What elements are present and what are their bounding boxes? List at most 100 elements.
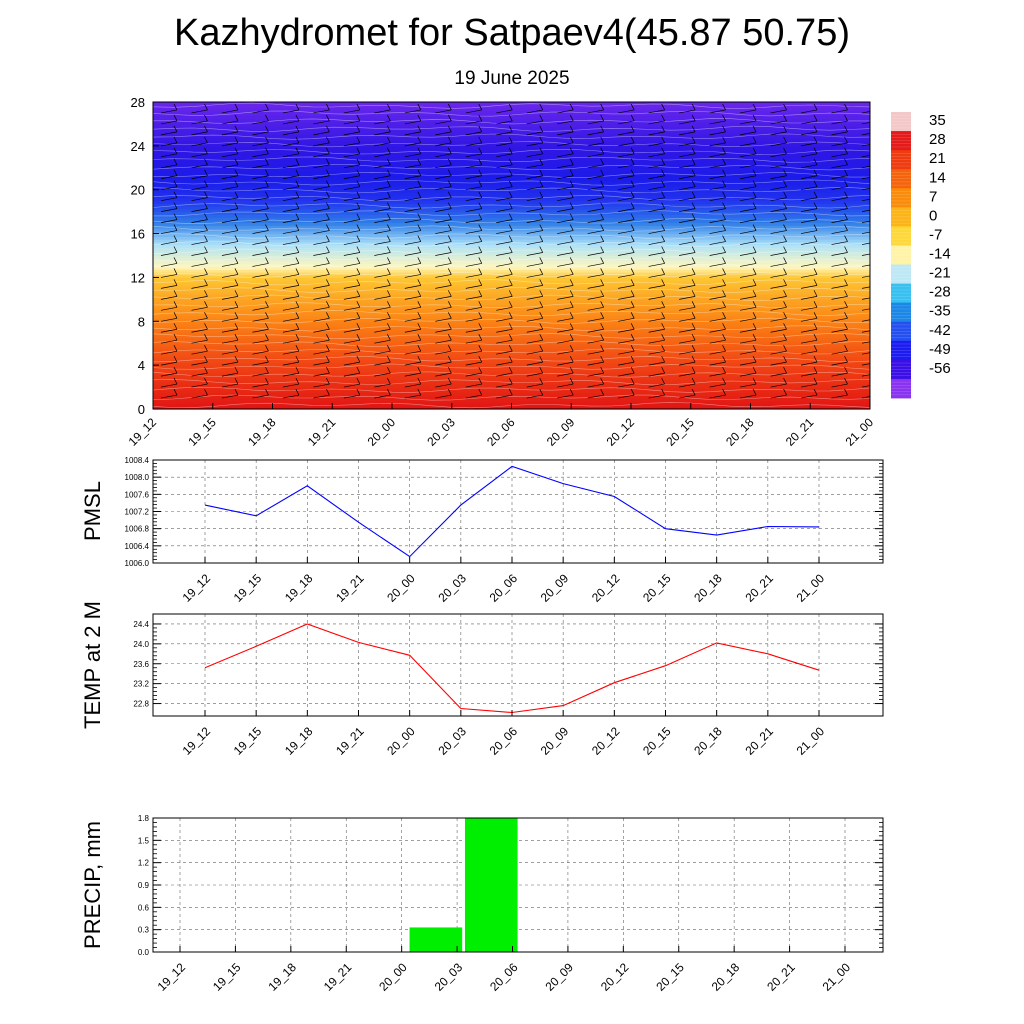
- wind-barb: [496, 120, 513, 125]
- wind-barb-flag: [478, 202, 483, 209]
- wind-barb-flag: [722, 334, 726, 341]
- wind-barb: [465, 252, 482, 256]
- wind-barb: [648, 252, 665, 256]
- wind-barb-flag: [691, 235, 696, 242]
- wind-barb: [374, 131, 391, 136]
- wind-barb-flag: [295, 213, 300, 220]
- wind-barb-flag: [569, 334, 574, 341]
- wind-barb: [191, 328, 208, 333]
- wind-barb-flag: [752, 377, 757, 385]
- wind-barb: [679, 394, 696, 399]
- wind-barb: [648, 317, 665, 322]
- heatmap-band: [153, 329, 870, 333]
- wind-barb: [861, 144, 870, 147]
- wind-barb: [740, 339, 757, 344]
- x-tick-label: 20_21: [764, 960, 798, 994]
- wind-barb: [648, 394, 665, 399]
- wind-barb-flag: [265, 103, 269, 111]
- wind-barb-flag: [722, 301, 726, 308]
- heatmap-band: [153, 310, 870, 314]
- wind-barb-flag: [508, 388, 513, 396]
- wind-barb: [709, 383, 726, 388]
- wind-barb: [800, 120, 818, 125]
- wind-barb-flag: [234, 224, 239, 231]
- wind-barb: [526, 383, 543, 388]
- wind-barb: [618, 306, 635, 311]
- wind-barb-flag: [265, 366, 269, 374]
- heatmap-band: [153, 400, 870, 405]
- x-tick-label: 20_15: [663, 415, 697, 449]
- wind-barb: [740, 241, 757, 245]
- wind-barb: [404, 241, 421, 245]
- y-tick-label: 1008.0: [125, 473, 150, 482]
- wind-barb: [740, 372, 757, 377]
- wind-barb: [435, 328, 452, 333]
- wind-barb-flag: [844, 191, 848, 198]
- wind-barb-flag: [447, 257, 452, 264]
- wind-barb: [252, 350, 269, 355]
- wind-barb-flag: [265, 388, 269, 396]
- heatmap-band: [153, 247, 870, 251]
- wind-barb-flag: [356, 301, 361, 308]
- wind-barb: [557, 394, 574, 399]
- wind-barb-flag: [387, 279, 391, 286]
- wind-barb: [800, 306, 818, 311]
- colorbar-swatch: [891, 264, 911, 284]
- y-tick-label: 0.6: [138, 903, 150, 912]
- colorbar-swatch: [891, 302, 911, 323]
- wind-barb: [740, 350, 757, 355]
- wind-barb: [435, 120, 452, 125]
- wind-barb-flag: [630, 268, 635, 275]
- wind-barb: [526, 120, 543, 125]
- wind-barb-flag: [295, 301, 300, 308]
- wind-barb: [374, 230, 391, 234]
- wind-barb-flag: [204, 334, 208, 341]
- wind-barb-flag: [691, 191, 696, 198]
- colorbar-label: -7: [929, 226, 942, 243]
- wind-barb: [343, 131, 360, 136]
- wind-barb-flag: [539, 312, 544, 319]
- wind-barb: [282, 372, 299, 377]
- wind-barb-flag: [813, 202, 818, 209]
- wind-barb: [861, 253, 870, 256]
- wind-barb-flag: [752, 147, 757, 154]
- wind-barb-flag: [417, 246, 422, 253]
- wind-barb-flag: [265, 213, 269, 220]
- wind-barb: [740, 131, 757, 136]
- wind-barb-flag: [295, 334, 300, 341]
- wind-barb: [557, 186, 574, 191]
- wind-barb-flag: [417, 388, 422, 396]
- wind-barb: [800, 263, 818, 267]
- wind-barb-flag: [173, 180, 178, 187]
- x-tick-label: 19_18: [245, 415, 279, 449]
- wind-barb-flag: [844, 290, 848, 297]
- wind-barb-flag: [630, 103, 635, 111]
- wind-barb-flag: [173, 224, 178, 231]
- wind-barb: [526, 175, 543, 180]
- wind-barb-flag: [204, 377, 208, 385]
- wind-barb: [648, 164, 665, 169]
- heatmap-band: [153, 367, 870, 372]
- wind-barb-flag: [569, 377, 574, 385]
- wind-barb-flag: [387, 158, 391, 165]
- contour-line: [153, 202, 870, 209]
- wind-barb-flag: [447, 355, 452, 363]
- wind-barb: [465, 350, 482, 355]
- y-tick-label: 16: [131, 227, 145, 242]
- wind-barb-flag: [722, 125, 726, 133]
- wind-barb-flag: [295, 279, 300, 286]
- wind-barb: [435, 164, 452, 169]
- wind-barb-flag: [204, 224, 208, 231]
- wind-barb-flag: [722, 147, 726, 154]
- wind-barb-flag: [630, 114, 635, 122]
- wind-barb-flag: [539, 158, 544, 165]
- wind-barb-flag: [265, 202, 269, 209]
- wind-barb: [709, 306, 726, 311]
- wind-barb: [709, 153, 726, 158]
- wind-barb: [861, 352, 870, 355]
- wind-barb: [465, 317, 482, 322]
- wind-barb: [221, 208, 239, 212]
- heatmap-band: [153, 159, 870, 163]
- wind-barb-flag: [326, 235, 330, 242]
- wind-barb-flag: [447, 180, 452, 187]
